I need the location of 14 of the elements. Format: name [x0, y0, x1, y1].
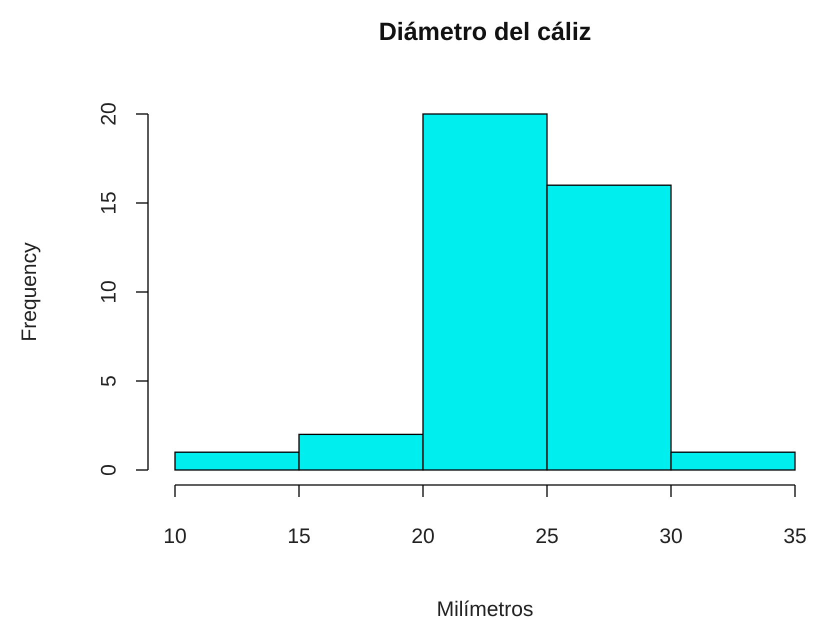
y-tick-label: 10 — [98, 280, 121, 304]
x-tick-label: 30 — [659, 525, 683, 548]
x-axis-title: Milímetros — [436, 598, 534, 621]
x-tick-label: 20 — [411, 525, 435, 548]
y-tick-label: 20 — [98, 102, 121, 126]
x-tick-label: 15 — [287, 525, 311, 548]
x-tick-label: 35 — [783, 525, 807, 548]
x-tick-label: 25 — [535, 525, 559, 548]
x-tick-label: 10 — [163, 525, 187, 548]
chart-title: Diámetro del cáliz — [378, 18, 592, 46]
y-tick-label: 5 — [98, 375, 121, 387]
y-tick-label: 15 — [98, 191, 121, 215]
y-tick-label: 0 — [98, 464, 121, 476]
y-axis-title: Frequency — [18, 242, 41, 342]
